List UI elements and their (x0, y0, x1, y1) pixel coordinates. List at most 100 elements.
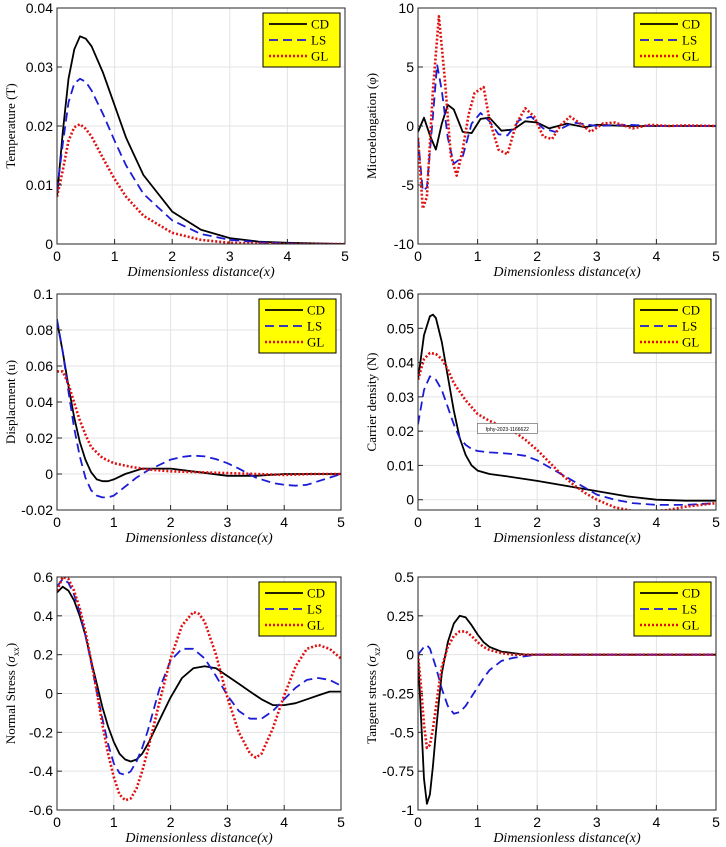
x-tick-label: 1 (474, 514, 482, 530)
x-tick-label: 2 (167, 814, 175, 830)
x-axis-label: Dimensionless distance(x) (492, 265, 641, 280)
panel-normal_stress: 0 1 2 3 4 5 -0.6 -0.4 -0.2 0 0.2 0.4 0.6 Dimensionles… (3, 569, 345, 846)
legend-label-cd: CD (682, 303, 700, 318)
x-tick-label: 0 (53, 814, 61, 830)
legend-label-cd: CD (307, 586, 325, 601)
y-tick-label: 0 (45, 236, 53, 252)
y-tick-label: 0.4 (34, 608, 54, 624)
legend-label-ls: LS (307, 602, 322, 617)
series-line-ls (57, 319, 341, 499)
x-tick-label: 5 (712, 814, 720, 830)
x-tick-label: 4 (653, 514, 661, 530)
y-tick-label: 0.06 (387, 286, 414, 302)
y-axis-label: Carrier density (N) (364, 353, 379, 452)
x-tick-label: 3 (224, 814, 232, 830)
legend-label-ls: LS (307, 319, 322, 334)
y-tick-label: 0.03 (387, 389, 414, 405)
panel-temperature: 0 1 2 3 4 5 0 0.01 0.02 0.03 0.04 Dimensionless dis… (3, 0, 349, 280)
y-axis-label-prefix: Tangent stress ( (364, 662, 379, 743)
legend-label-cd: CD (311, 17, 329, 32)
axes-frame (417, 293, 717, 511)
series-line-gl (418, 15, 716, 210)
x-axis-label: Dimensionless distance(x) (124, 531, 273, 546)
x-tick-label: 2 (168, 248, 176, 264)
x-tick-label: 4 (653, 248, 661, 264)
panel-microelongation: 0 1 2 3 4 5 -10 -5 0 5 10 Dimensionless distance(x)… (364, 0, 720, 280)
y-tick-label: 0.6 (34, 569, 54, 585)
series-line-ls (418, 63, 716, 192)
legend-label-gl: GL (307, 335, 324, 350)
x-tick-label: 3 (224, 514, 232, 530)
x-tick-label: 5 (712, 514, 720, 530)
x-tick-label: 2 (167, 514, 175, 530)
legend-label-gl: GL (682, 618, 699, 633)
y-tick-label: 0.04 (26, 394, 53, 410)
y-tick-label: 0.08 (26, 322, 53, 338)
y-tick-label: -0.2 (29, 724, 53, 740)
x-tick-label: 3 (593, 814, 601, 830)
x-tick-label: 3 (593, 514, 601, 530)
x-tick-label: 2 (533, 248, 541, 264)
y-axis-label-subscript: xx (11, 647, 21, 657)
y-axis-label-suffix: ) (3, 643, 18, 647)
y-axis-label-symbol: σ (364, 655, 379, 662)
x-tick-label: 1 (474, 248, 482, 264)
y-tick-label: -0.4 (29, 763, 53, 779)
series-line-ls (418, 644, 716, 715)
x-tick-label: 2 (533, 814, 541, 830)
y-tick-label: -0.75 (382, 763, 414, 779)
legend-label-gl: GL (682, 49, 699, 64)
x-tick-label: 1 (110, 514, 118, 530)
y-tick-label: 0.05 (387, 320, 414, 336)
y-tick-label: -0.5 (390, 724, 414, 740)
legend-label-ls: LS (682, 602, 697, 617)
legend-label-cd: CD (307, 303, 325, 318)
y-tick-label: -1 (402, 802, 415, 818)
series-line-cd (418, 313, 716, 502)
x-tick-label: 0 (414, 514, 422, 530)
x-axis-label: Dimensionless distance(x) (492, 831, 641, 846)
x-tick-label: 4 (280, 514, 288, 530)
y-tick-label: 0.06 (26, 358, 53, 374)
y-tick-label: 0 (45, 466, 53, 482)
y-tick-label: 0.02 (26, 430, 53, 446)
y-tick-label: 5 (406, 59, 414, 75)
annotation-box (477, 423, 538, 434)
x-tick-label: 1 (110, 814, 118, 830)
legend-label-gl: GL (682, 335, 699, 350)
y-tick-label: 0.25 (387, 608, 414, 624)
y-tick-label: 0.02 (387, 423, 414, 439)
y-axis-label-symbol: σ (3, 656, 18, 663)
x-tick-label: 4 (280, 814, 288, 830)
y-tick-label: 0.01 (26, 177, 53, 193)
y-tick-label: -0.6 (29, 802, 53, 818)
x-tick-label: 0 (53, 248, 61, 264)
x-tick-label: 5 (337, 514, 345, 530)
series-line-gl (418, 351, 716, 510)
x-tick-label: 5 (712, 248, 720, 264)
y-tick-label: -5 (402, 177, 415, 193)
x-tick-label: 2 (533, 514, 541, 530)
y-tick-label: 0.2 (34, 647, 54, 663)
y-axis-label: Normal Stress (σxx) (3, 643, 21, 744)
y-tick-label: 10 (398, 0, 414, 16)
y-axis-label-suffix: ) (364, 643, 379, 647)
x-tick-label: 0 (414, 248, 422, 264)
y-tick-label: 0 (45, 686, 53, 702)
y-tick-label: 0.5 (395, 569, 415, 585)
panel-carrier_density: 0 1 2 3 4 5 0 0.01 0.02 0.03 0.04 0.05 0.06 Dimension… (364, 286, 720, 546)
x-tick-label: 3 (226, 248, 234, 264)
legend-label-ls: LS (682, 319, 697, 334)
x-tick-label: 3 (593, 248, 601, 264)
panel-tangent_stress: 0 1 2 3 4 5 -1 -0.75 -0.5 -0.25 0 0.25 0.5 Dimensionl… (364, 569, 720, 846)
x-axis-label: Dimensionless distance(x) (126, 265, 275, 280)
y-tick-label: 0 (406, 118, 414, 134)
y-axis-label-subscript: xz (372, 648, 382, 657)
y-axis-label: Tangent stress (σxz) (364, 643, 382, 744)
